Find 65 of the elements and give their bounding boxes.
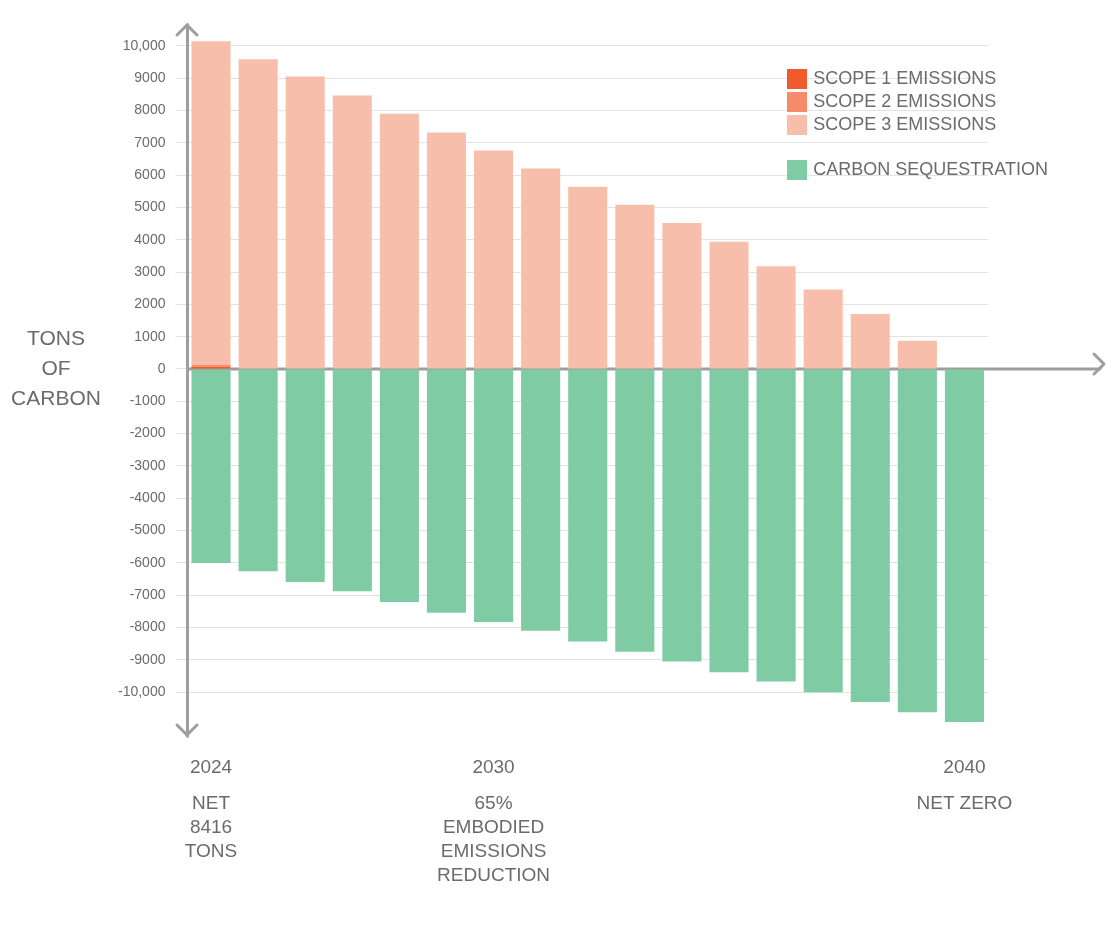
y-tick-label: 8000 [134, 101, 166, 118]
bar [662, 369, 702, 662]
bar [332, 369, 372, 592]
text: NET ZERO [916, 791, 1013, 813]
y-tick-label: -1000 [129, 392, 166, 409]
bar [944, 369, 984, 722]
y-tick-label: -3000 [129, 456, 166, 473]
bar [756, 369, 796, 682]
y-tick-label: -10,000 [118, 683, 166, 700]
legend-label: SCOPE 3 EMISSIONS [813, 114, 997, 135]
text: 65% EMBODIED EMISSIONS REDUCTION [437, 791, 551, 885]
bar [238, 59, 278, 369]
bar [191, 41, 231, 365]
y-tick-label: 6000 [134, 165, 166, 182]
y-tick-label: 3000 [134, 262, 166, 279]
x-tick-label: 2030 [472, 755, 515, 777]
y-tick-label: 10,000 [122, 36, 166, 53]
bar [285, 76, 325, 369]
y-tick-label: -6000 [129, 553, 166, 570]
bar [521, 168, 561, 369]
x-tick-label: 2024 [189, 755, 233, 777]
y-tick-label: -8000 [129, 618, 166, 635]
legend-label: CARBON SEQUESTRATION [813, 159, 1048, 180]
y-tick-label: 9000 [134, 68, 166, 85]
y-tick-label: 4000 [134, 230, 166, 247]
bar [709, 241, 749, 369]
y-axis-title: TONS OF CARBON [11, 325, 101, 409]
y-tick-label: 5000 [134, 198, 166, 215]
bar [379, 113, 419, 369]
y-tick-label: -4000 [129, 489, 166, 506]
bar [662, 222, 702, 369]
y-tick-label: -7000 [129, 586, 166, 603]
bar [897, 369, 937, 713]
bar [426, 369, 467, 613]
bar [850, 314, 890, 369]
bar [803, 289, 843, 369]
bar [756, 266, 796, 369]
y-tick-label: 7000 [134, 133, 166, 150]
bar [568, 369, 608, 642]
y-tick-label: -2000 [129, 424, 166, 441]
y-tick-label: -5000 [129, 521, 166, 538]
bar [474, 369, 514, 623]
bar [426, 132, 467, 369]
bar [803, 369, 843, 693]
bar [521, 369, 561, 631]
legend-label: SCOPE 2 EMISSIONS [813, 91, 997, 112]
y-tick-label: 1000 [134, 327, 166, 344]
bar [897, 340, 937, 369]
bar [238, 369, 278, 572]
bar [850, 369, 890, 702]
bar [615, 204, 655, 369]
y-tick-label: 0 [157, 359, 166, 376]
legend-label: SCOPE 1 EMISSIONS [813, 68, 997, 89]
bar [332, 95, 372, 369]
bar [709, 369, 749, 673]
text: NET 8416 TONS [184, 791, 238, 861]
bar [568, 186, 608, 369]
bar [379, 369, 419, 603]
bar [191, 369, 231, 563]
bar [615, 369, 655, 652]
y-tick-label: 2000 [134, 295, 166, 312]
x-tick-label: 2040 [943, 755, 986, 777]
y-tick-label: -9000 [129, 650, 166, 667]
bar [474, 150, 514, 369]
bar [285, 369, 325, 582]
